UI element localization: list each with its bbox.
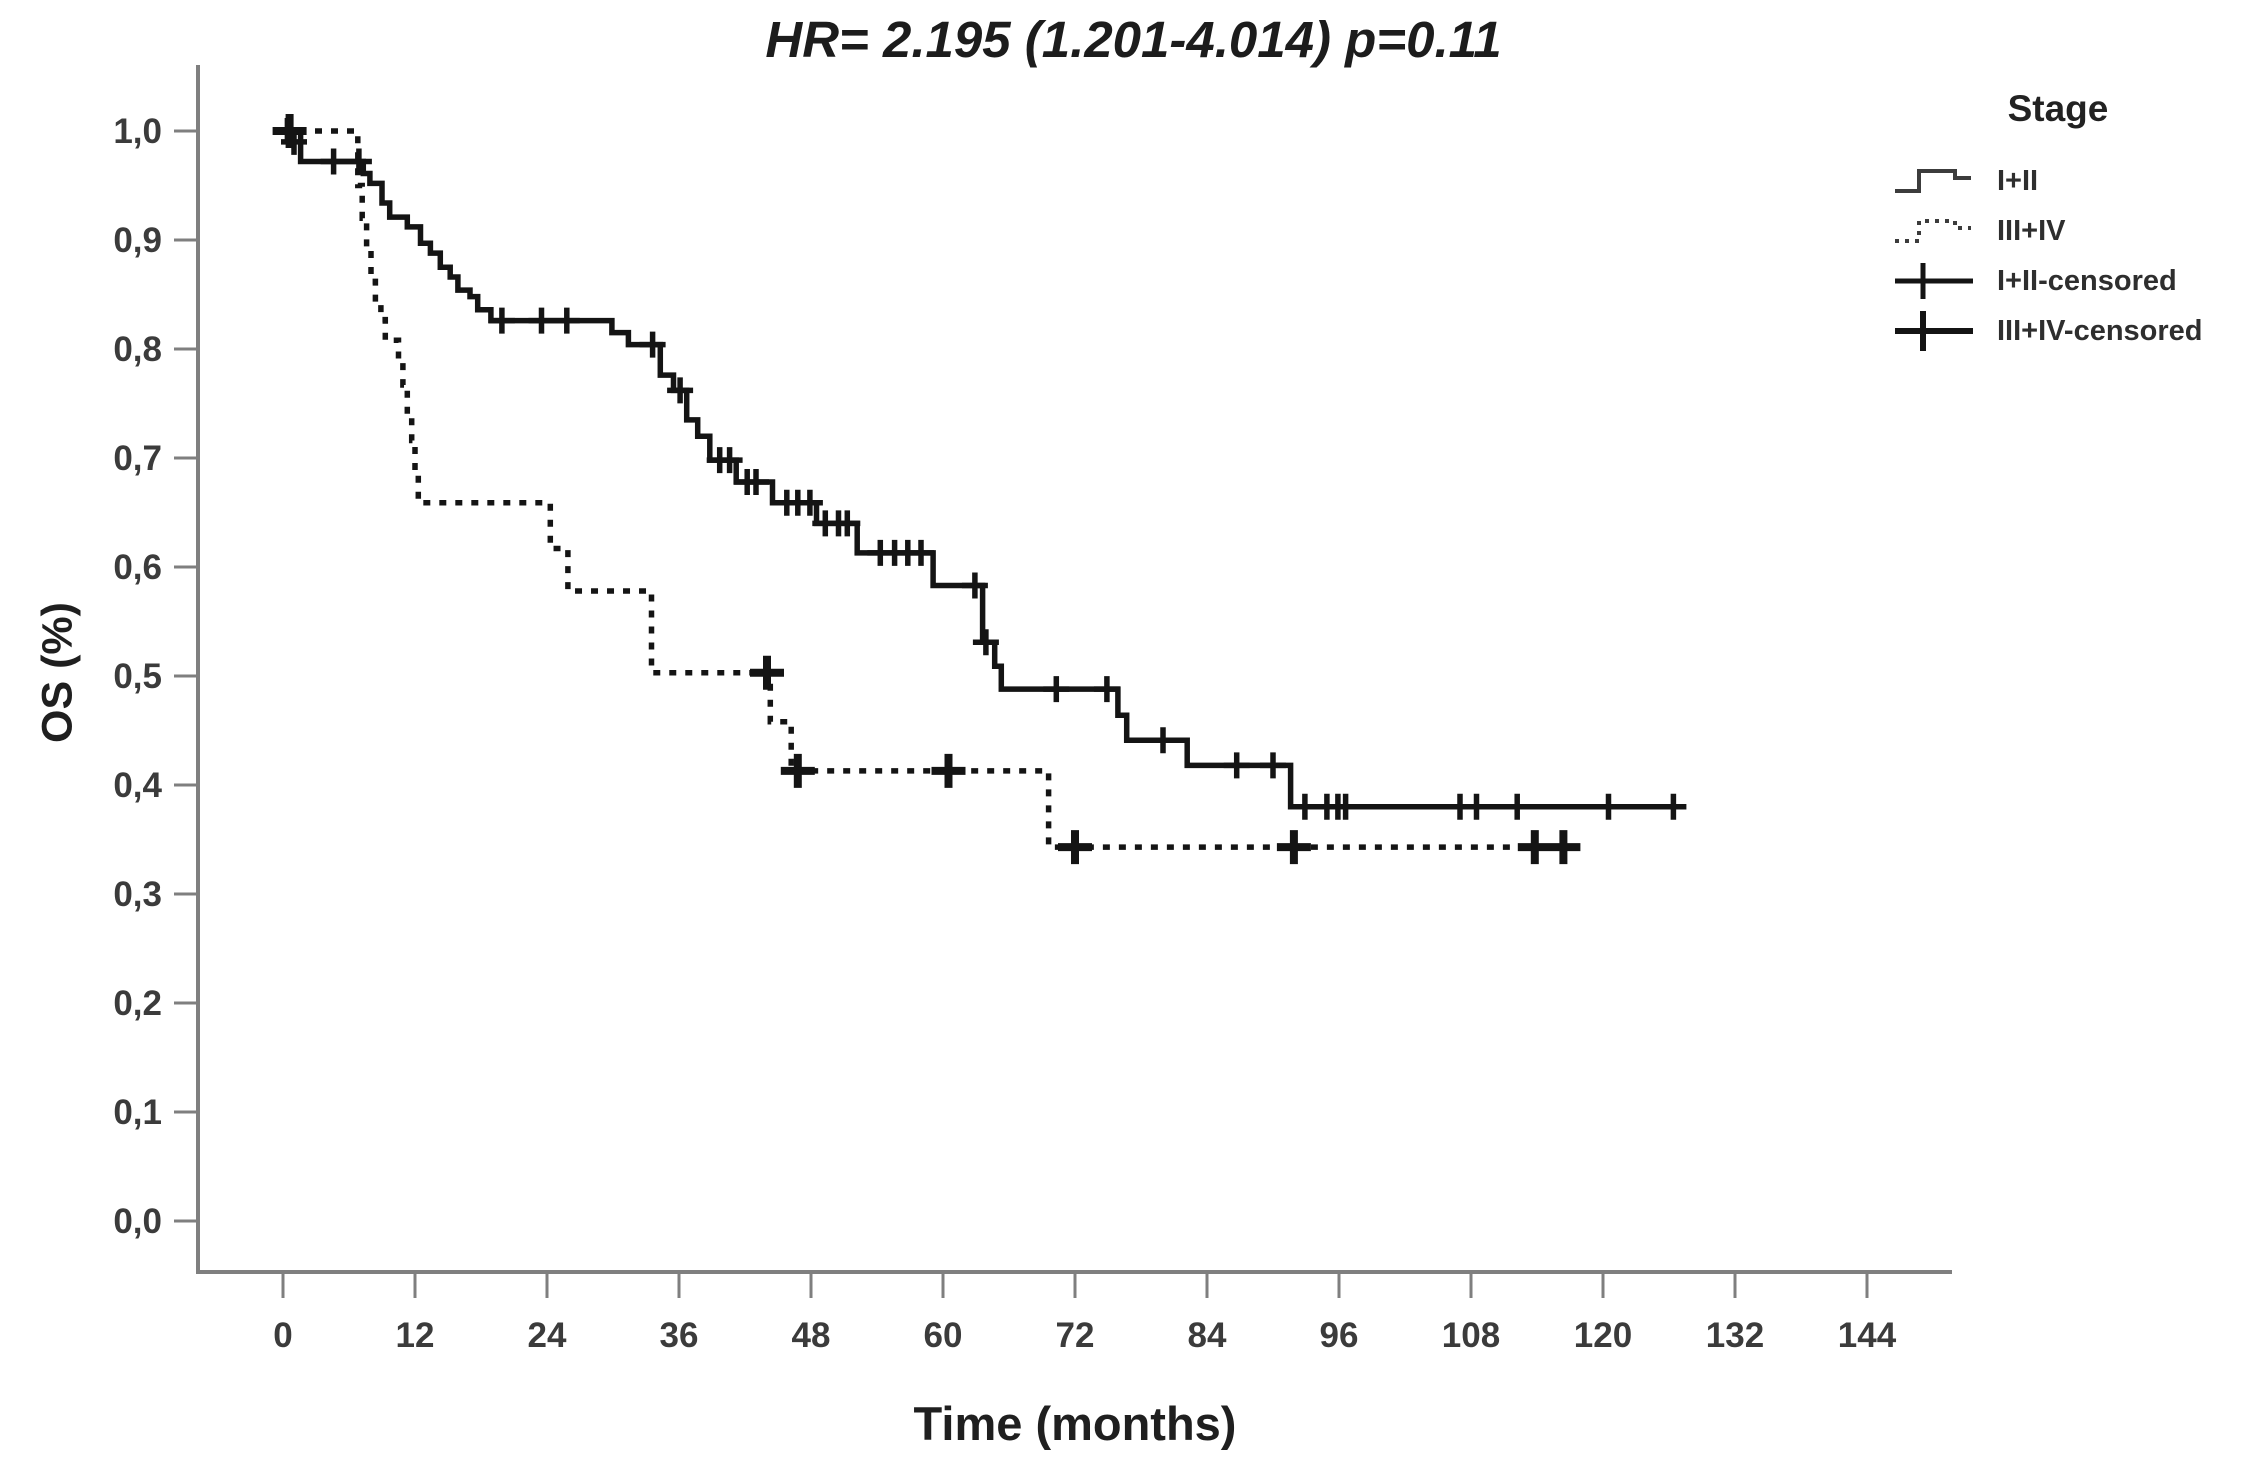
legend-item-iii-iv: III+IV (1893, 206, 2265, 256)
x-axis-title: Time (months) (913, 1397, 1237, 1450)
y-axis-ticks: 1,0 0,9 0,8 0,7 0,6 0,5 0,4 0,3 0,2 0,1 0,0 (113, 112, 198, 1241)
y-tick-label: 1,0 (113, 112, 162, 151)
series-iii-iv-censor-marks (272, 114, 1581, 865)
series-iii-iv-line (283, 128, 1575, 850)
x-tick-label: 48 (792, 1316, 831, 1355)
legend-item-label: I+II (1997, 164, 2039, 197)
legend-item-i-ii: I+II (1893, 156, 2265, 206)
series-i-ii-censor-marks (274, 118, 1687, 820)
chart-title: HR= 2.195 (1.201-4.014) p=0.11 (765, 11, 1502, 68)
axes: 1,0 0,9 0,8 0,7 0,6 0,5 0,4 0,3 0,2 0,1 0,0 0 12 24 36… (113, 65, 1952, 1355)
y-tick-label: 0,1 (113, 1093, 162, 1132)
legend-item-iii-iv-censored: III+IV-censored (1893, 306, 2265, 356)
x-tick-label: 0 (273, 1316, 292, 1355)
y-tick-label: 0,9 (113, 221, 162, 260)
x-tick-label: 12 (396, 1316, 435, 1355)
y-tick-label: 0,7 (113, 439, 162, 478)
solid-step-line-icon (1895, 169, 1971, 193)
x-tick-label: 96 (1320, 1316, 1359, 1355)
y-tick-label: 0,4 (113, 766, 162, 805)
legend-item-label: III+IV-censored (1997, 314, 2203, 347)
y-tick-label: 0,5 (113, 657, 162, 696)
y-tick-label: 0,2 (113, 984, 162, 1023)
x-tick-label: 36 (660, 1316, 699, 1355)
legend-item-label: I+II-censored (1997, 264, 2177, 297)
axis-lines (196, 65, 1952, 1274)
censor-plus-icon (1895, 263, 1973, 299)
legend-item-i-ii-censored: I+II-censored (1893, 256, 2265, 306)
dashed-step-line-icon (1895, 219, 1971, 243)
y-tick-label: 0,0 (113, 1202, 162, 1241)
x-tick-label: 120 (1574, 1316, 1632, 1355)
x-axis-ticks: 0 12 24 36 48 60 72 84 96 108 120 132 144 (273, 1272, 1897, 1355)
y-axis-title: OS (%) (33, 602, 82, 743)
legend-title: Stage (2007, 88, 2109, 129)
x-tick-label: 84 (1188, 1316, 1227, 1355)
x-tick-label: 72 (1056, 1316, 1095, 1355)
y-tick-label: 0,8 (113, 330, 162, 369)
x-tick-label: 60 (924, 1316, 963, 1355)
series-i-ii-line (283, 128, 1684, 810)
x-tick-label: 108 (1442, 1316, 1500, 1355)
legend: Stage I+II III+IV I+II-censored III+IV-c… (1893, 88, 2265, 356)
x-tick-label: 132 (1706, 1316, 1764, 1355)
x-tick-label: 144 (1838, 1316, 1897, 1355)
legend-item-label: III+IV (1997, 214, 2066, 247)
y-tick-label: 0,3 (113, 875, 162, 914)
x-tick-label: 24 (528, 1316, 567, 1355)
y-tick-label: 0,6 (113, 548, 162, 587)
censor-plus-icon (1895, 311, 1973, 351)
